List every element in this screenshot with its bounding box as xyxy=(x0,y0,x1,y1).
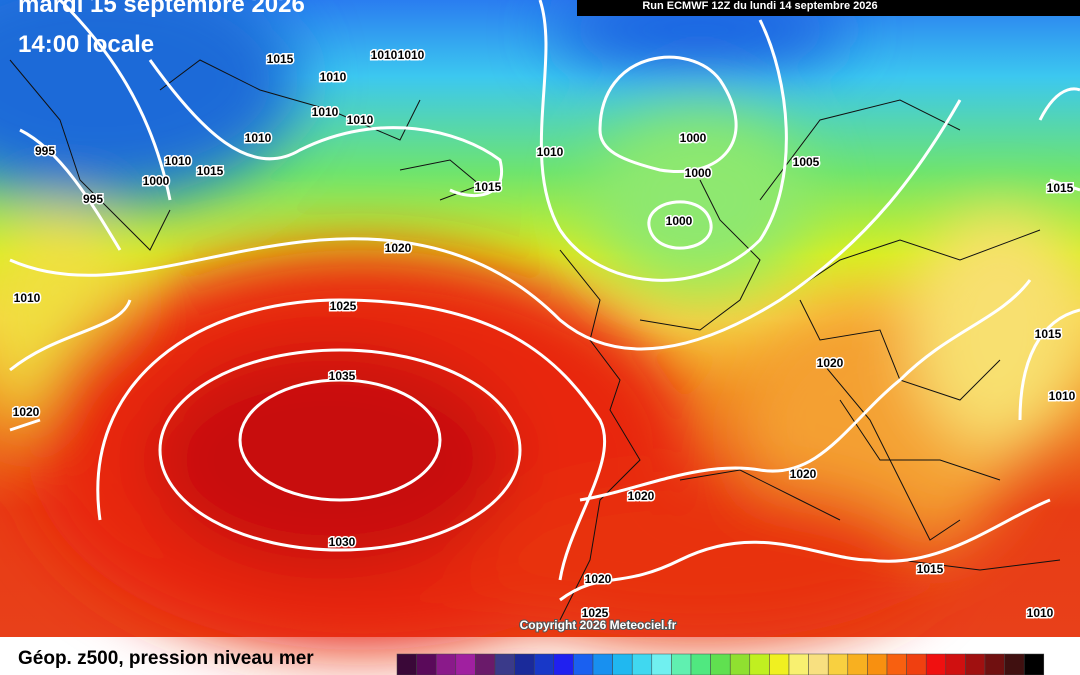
color-swatch xyxy=(435,653,457,675)
color-swatch xyxy=(475,653,496,675)
color-swatch xyxy=(729,653,751,675)
isobar-label: 1020 xyxy=(13,405,40,419)
color-swatch xyxy=(769,653,790,675)
color-swatch xyxy=(533,653,555,675)
isobar-label: 1015 xyxy=(197,164,224,178)
color-swatch xyxy=(886,653,907,675)
run-banner xyxy=(577,0,1080,16)
color-swatch xyxy=(396,653,417,675)
color-swatch xyxy=(749,653,770,675)
isobar-label: 1010 xyxy=(371,48,398,62)
color-swatch xyxy=(808,653,829,675)
color-swatch xyxy=(827,653,849,675)
isobar-label: 1020 xyxy=(817,356,844,370)
isobar-label: 1020 xyxy=(628,489,655,503)
isobar-label: 1020 xyxy=(585,572,612,586)
isobar-label: 1025 xyxy=(582,606,609,620)
legend-title: Géop. z500, pression niveau mer xyxy=(18,648,314,669)
color-swatch xyxy=(925,653,947,675)
isobar-label: 1010 xyxy=(1027,606,1054,620)
color-swatch xyxy=(455,653,476,675)
color-swatch xyxy=(1023,653,1045,675)
color-swatch xyxy=(710,653,731,675)
time: 14:00 locale xyxy=(18,31,154,58)
isobar-label: 995 xyxy=(83,192,103,206)
isobar-label: 1030 xyxy=(329,535,356,549)
date: mardi 15 septembre 2026 xyxy=(18,0,305,18)
isobars xyxy=(9,0,1080,602)
color-scale xyxy=(396,653,1045,675)
isobar-label: 1010 xyxy=(14,291,41,305)
isobar-label: 1005 xyxy=(793,155,820,169)
isobar-label: 1010 xyxy=(165,154,192,168)
color-swatch xyxy=(651,653,672,675)
color-swatch xyxy=(592,653,613,675)
isobar-label: 1025 xyxy=(330,299,357,313)
isobar-label: 1020 xyxy=(790,467,817,481)
color-swatch xyxy=(494,653,515,675)
color-swatch xyxy=(573,653,594,675)
color-swatch xyxy=(1004,653,1025,675)
color-swatch xyxy=(416,653,437,675)
color-swatch xyxy=(867,653,888,675)
isobar-label: 995 xyxy=(35,144,55,158)
isobar-label: 1015 xyxy=(1047,181,1074,195)
color-swatch xyxy=(671,653,692,675)
isobar-label: 1015 xyxy=(267,52,294,66)
color-swatch xyxy=(945,653,966,675)
coastlines xyxy=(9,59,1061,621)
color-swatch xyxy=(631,653,653,675)
isobar-label: 1010 xyxy=(320,70,347,84)
isobar-label: 1000 xyxy=(143,174,170,188)
isobar-label: 1020 xyxy=(385,241,412,255)
run-info: Run ECMWF 12Z du lundi 14 septembre 2026 xyxy=(642,0,877,12)
color-swatch xyxy=(690,653,711,675)
color-swatch xyxy=(984,653,1005,675)
isobar-label: 1010 xyxy=(398,48,425,62)
isobar-label: 1010 xyxy=(245,131,272,145)
isobar-label: 1010 xyxy=(537,145,564,159)
color-swatch xyxy=(788,653,809,675)
color-swatch xyxy=(906,653,927,675)
field-shading xyxy=(0,0,1080,650)
color-swatch xyxy=(514,653,535,675)
isobar-label: 1000 xyxy=(685,166,712,180)
isobar-label: 1010 xyxy=(347,113,374,127)
color-swatch xyxy=(847,653,868,675)
isobar-label: 1015 xyxy=(917,562,944,576)
isobar-label: 1015 xyxy=(1035,327,1062,341)
color-swatch xyxy=(965,653,986,675)
isobar-label: 1000 xyxy=(666,214,693,228)
color-swatch xyxy=(553,653,574,675)
isobar-label: 1015 xyxy=(475,180,502,194)
copyright: Copyright 2026 Meteociel.fr xyxy=(520,618,677,632)
isobar-label: 1010 xyxy=(1049,389,1076,403)
isobar-label: 1010 xyxy=(312,105,339,119)
isobar-label: 1035 xyxy=(329,369,356,383)
color-swatch xyxy=(612,653,633,675)
isobar-label: 1000 xyxy=(680,131,707,145)
